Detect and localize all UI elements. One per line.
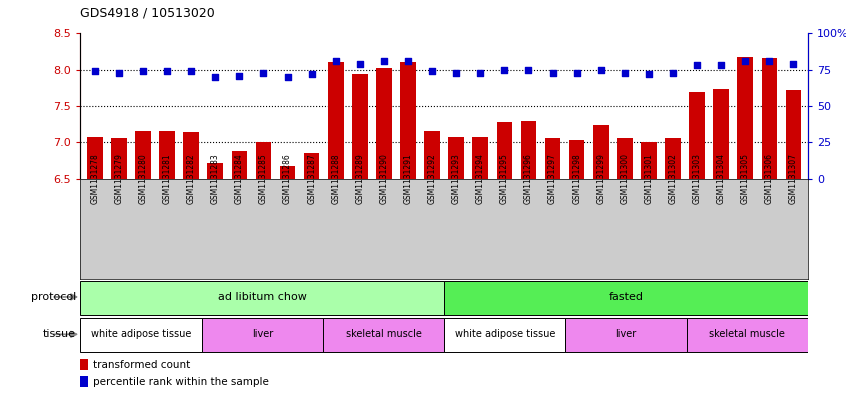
Text: GDS4918 / 10513020: GDS4918 / 10513020 xyxy=(80,7,215,20)
Point xyxy=(449,70,463,76)
Bar xyxy=(641,142,656,179)
Text: liver: liver xyxy=(251,329,273,339)
Text: white adipose tissue: white adipose tissue xyxy=(454,329,555,339)
Point xyxy=(161,68,174,74)
Text: protocol: protocol xyxy=(31,292,76,302)
Bar xyxy=(207,163,223,179)
Point xyxy=(136,68,150,74)
Text: tissue: tissue xyxy=(43,329,76,339)
Text: white adipose tissue: white adipose tissue xyxy=(91,329,191,339)
Bar xyxy=(665,138,681,179)
Bar xyxy=(80,281,444,315)
Point xyxy=(642,71,656,77)
Bar xyxy=(255,142,272,179)
Point xyxy=(377,58,391,64)
Bar xyxy=(520,121,536,179)
Text: liver: liver xyxy=(615,329,637,339)
Point xyxy=(401,58,415,64)
Bar xyxy=(135,131,151,179)
Bar xyxy=(713,89,729,179)
Bar xyxy=(617,138,633,179)
Text: ad libitum chow: ad libitum chow xyxy=(217,292,307,302)
Bar xyxy=(159,131,175,179)
Bar xyxy=(184,132,199,179)
Bar xyxy=(593,125,608,179)
Bar xyxy=(425,131,440,179)
Bar xyxy=(352,74,368,179)
Point xyxy=(690,62,704,68)
Bar xyxy=(444,281,808,315)
Bar xyxy=(786,90,801,179)
Text: skeletal muscle: skeletal muscle xyxy=(345,329,421,339)
Point xyxy=(305,71,318,77)
Point xyxy=(667,70,680,76)
Point xyxy=(474,70,487,76)
Point xyxy=(787,61,800,67)
Point xyxy=(570,70,584,76)
Point xyxy=(739,58,752,64)
Bar xyxy=(738,57,753,179)
Bar xyxy=(376,68,392,179)
Point xyxy=(353,61,366,67)
Bar xyxy=(111,138,127,179)
Point xyxy=(522,66,536,73)
Point xyxy=(714,62,728,68)
Point xyxy=(329,58,343,64)
Bar xyxy=(687,318,808,352)
Bar xyxy=(304,153,320,179)
Point xyxy=(113,70,126,76)
Bar xyxy=(761,58,777,179)
Point xyxy=(618,70,632,76)
Bar xyxy=(689,92,705,179)
Point xyxy=(88,68,102,74)
Bar xyxy=(569,140,585,179)
Bar xyxy=(400,62,416,179)
Text: fasted: fasted xyxy=(608,292,644,302)
Point xyxy=(426,68,439,74)
Bar xyxy=(80,318,201,352)
Bar xyxy=(201,318,323,352)
Point xyxy=(208,74,222,80)
Bar xyxy=(448,138,464,179)
Text: percentile rank within the sample: percentile rank within the sample xyxy=(93,376,269,387)
Bar xyxy=(444,318,565,352)
Point xyxy=(762,58,776,64)
Bar xyxy=(232,151,247,179)
Text: transformed count: transformed count xyxy=(93,360,190,370)
Point xyxy=(233,72,246,79)
Text: skeletal muscle: skeletal muscle xyxy=(709,329,785,339)
Bar xyxy=(80,376,88,387)
Bar xyxy=(280,166,295,179)
Bar xyxy=(565,318,687,352)
Bar xyxy=(80,359,88,370)
Bar xyxy=(323,318,444,352)
Point xyxy=(184,68,198,74)
Point xyxy=(594,66,607,73)
Point xyxy=(497,66,511,73)
Point xyxy=(546,70,559,76)
Bar xyxy=(328,62,343,179)
Point xyxy=(256,70,270,76)
Point xyxy=(281,74,294,80)
Bar xyxy=(87,137,102,179)
Bar xyxy=(497,122,512,179)
Bar xyxy=(472,137,488,179)
Bar xyxy=(545,138,560,179)
